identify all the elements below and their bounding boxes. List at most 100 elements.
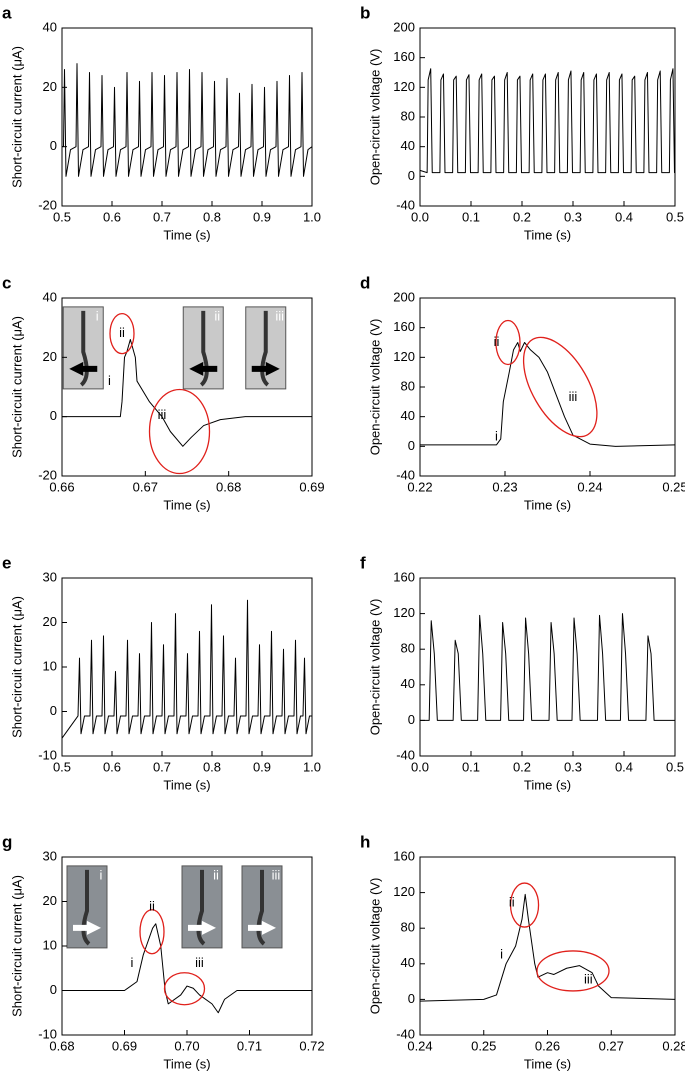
panel-label: d xyxy=(360,273,370,292)
panel-label: g xyxy=(2,832,12,851)
highlight-ellipse xyxy=(109,312,135,355)
x-tick-label: 0.0 xyxy=(411,209,429,224)
x-tick-label: 0.0 xyxy=(411,759,429,774)
x-axis-label: Time (s) xyxy=(163,777,210,792)
y-tick-label: 40 xyxy=(401,408,415,423)
annotation: iii xyxy=(158,407,167,422)
highlight-ellipse xyxy=(536,950,610,992)
x-tick-label: 0.24 xyxy=(407,1038,432,1053)
panel-label: c xyxy=(2,273,11,292)
panel: a -20 0 20 40 0.5 0.6 0.7 0.8 0.9 1.0 Time (s) Short… xyxy=(2,3,321,242)
inset-arrow xyxy=(251,361,280,376)
highlight-ellipse xyxy=(139,909,165,955)
panel: f -40 0 40 80 120 160 0.0 0.1 0.2 0.3 0.4 0.5 Time (s… xyxy=(360,553,684,792)
plot-frame xyxy=(61,27,313,207)
panel: d -40 0 40 80 120 160 200 0.22 0.23 0.24 0.25 Time (… xyxy=(360,273,685,512)
x-tick-label: 0.8 xyxy=(203,759,221,774)
x-tick-label: 0.3 xyxy=(564,759,582,774)
x-tick-label: 1.0 xyxy=(303,209,321,224)
y-axis-label: Open-circuit voltage (V) xyxy=(367,878,382,1015)
x-tick-label: 0.68 xyxy=(216,479,241,494)
panel-label: e xyxy=(2,553,11,572)
y-tick-label: 160 xyxy=(393,319,415,334)
y-tick-label: 80 xyxy=(401,920,415,935)
x-axis-label: Time (s) xyxy=(524,1056,571,1071)
data-line xyxy=(419,68,675,174)
data-line xyxy=(61,599,312,739)
y-axis-label: Short-circuit current (μA) xyxy=(9,46,24,188)
x-tick-label: 0.4 xyxy=(615,759,633,774)
data-line xyxy=(420,613,675,721)
x-tick-label: 1.0 xyxy=(303,759,321,774)
y-tick-label: 120 xyxy=(393,605,415,620)
x-tick-label: 0.25 xyxy=(662,479,685,494)
x-tick-label: 0.71 xyxy=(237,1038,262,1053)
x-tick-label: 0.8 xyxy=(203,209,221,224)
x-tick-label: 0.69 xyxy=(112,1038,137,1053)
y-tick-label: 120 xyxy=(393,349,415,364)
y-tick-label: 160 xyxy=(393,49,415,64)
y-tick-label: -40 xyxy=(396,467,415,482)
y-axis-label: Open-circuit voltage (V) xyxy=(367,319,382,456)
data-line xyxy=(62,63,313,177)
x-axis-label: Time (s) xyxy=(163,1056,210,1071)
data-line xyxy=(419,893,676,1002)
panel: b -40 0 40 80 120 160 200 0.0 0.1 0.2 0.3 0.4 0.5 Time… xyxy=(360,3,684,242)
x-axis-label: Time (s) xyxy=(163,227,210,242)
y-tick-label: 0 xyxy=(408,991,415,1006)
x-tick-label: 0.1 xyxy=(462,759,480,774)
highlight-ellipse xyxy=(148,388,211,475)
inset-label: i xyxy=(100,867,103,882)
panel: h -40 0 40 80 120 160 0.24 0.25 0.26 0.27 0.28 Time … xyxy=(360,832,685,1071)
x-axis-label: Time (s) xyxy=(163,497,210,512)
y-tick-label: 40 xyxy=(401,138,415,153)
x-tick-label: 0.4 xyxy=(615,209,633,224)
plot-frame xyxy=(419,27,676,207)
x-tick-label: 0.28 xyxy=(662,1038,685,1053)
y-tick-label: 120 xyxy=(393,79,415,94)
x-tick-label: 0.26 xyxy=(535,1038,560,1053)
inset-arrow xyxy=(189,361,218,376)
y-tick-label: -40 xyxy=(396,1026,415,1041)
annotation: ii xyxy=(494,334,500,349)
x-tick-label: 0.70 xyxy=(174,1038,199,1053)
y-tick-label: 40 xyxy=(401,676,415,691)
data-line xyxy=(420,342,676,447)
x-tick-label: 0.5 xyxy=(666,209,684,224)
panel-label: a xyxy=(2,3,12,22)
inset-label: i xyxy=(96,308,99,323)
highlight-ellipse xyxy=(163,972,206,1006)
x-tick-label: 0.68 xyxy=(49,1038,74,1053)
inset-arrow xyxy=(73,920,101,935)
y-tick-label: 0 xyxy=(408,712,415,727)
annotation: i xyxy=(131,955,134,970)
highlight-ellipse xyxy=(495,319,521,366)
y-axis-label: Short-circuit current (μA) xyxy=(9,596,24,738)
x-tick-label: 0.2 xyxy=(513,759,531,774)
y-tick-label: -40 xyxy=(396,197,415,212)
y-tick-label: 80 xyxy=(401,378,415,393)
y-tick-label: 10 xyxy=(43,937,57,952)
panel-label: f xyxy=(360,553,366,572)
y-tick-label: 20 xyxy=(43,79,57,94)
y-tick-label: -10 xyxy=(38,747,57,762)
y-tick-label: 120 xyxy=(393,884,415,899)
x-tick-label: 0.27 xyxy=(599,1038,624,1053)
x-tick-label: 0.7 xyxy=(153,209,171,224)
y-axis-label: Short-circuit current (μA) xyxy=(9,875,24,1017)
annotation: ii xyxy=(119,325,125,340)
plot-frame xyxy=(419,856,676,1036)
x-tick-label: 0.22 xyxy=(407,479,432,494)
x-axis-label: Time (s) xyxy=(524,497,571,512)
y-axis-label: Open-circuit voltage (V) xyxy=(367,599,382,736)
y-tick-label: 20 xyxy=(43,614,57,629)
inset-arrow xyxy=(69,361,98,376)
y-tick-label: -20 xyxy=(38,197,57,212)
x-tick-label: 0.7 xyxy=(153,759,171,774)
x-tick-label: 0.9 xyxy=(253,759,271,774)
inset-label: ii xyxy=(214,308,220,323)
y-tick-label: 200 xyxy=(393,289,415,304)
x-tick-label: 0.2 xyxy=(513,209,531,224)
y-tick-label: 200 xyxy=(393,19,415,34)
x-tick-label: 0.67 xyxy=(133,479,158,494)
